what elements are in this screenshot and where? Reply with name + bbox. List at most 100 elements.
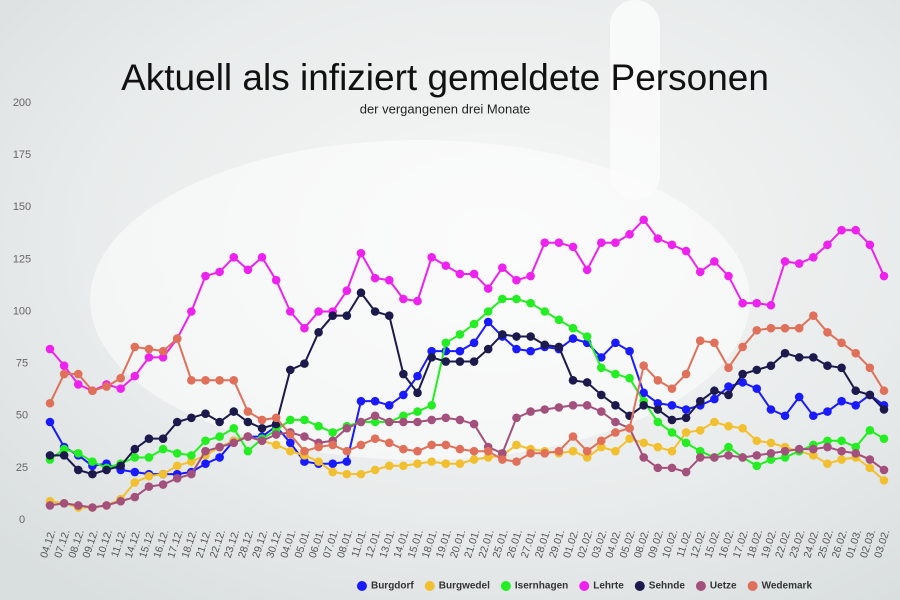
data-point	[172, 474, 182, 483]
data-point	[794, 392, 804, 402]
data-point	[59, 499, 69, 508]
data-point	[823, 459, 832, 469]
data-point	[568, 242, 578, 252]
data-point	[582, 378, 592, 387]
data-point	[441, 261, 451, 270]
data-point	[370, 307, 380, 316]
data-point	[455, 444, 465, 454]
data-point	[695, 453, 705, 462]
data-point	[370, 434, 380, 443]
data-point	[611, 446, 620, 456]
data-point	[271, 430, 281, 439]
data-point	[724, 363, 733, 373]
data-point	[498, 448, 507, 458]
legend: Burgdorf Burgwedel Isernhagen Lehrte Sehnde U…	[356, 581, 812, 592]
data-point	[766, 405, 776, 414]
data-point	[172, 334, 182, 343]
data-point	[356, 417, 366, 427]
data-point	[469, 319, 479, 329]
data-point	[342, 446, 352, 456]
data-point	[653, 398, 663, 408]
data-point	[512, 440, 521, 450]
data-point	[427, 252, 436, 262]
legend-marker	[500, 581, 511, 591]
data-point	[794, 444, 804, 454]
data-point	[809, 444, 818, 454]
data-point	[667, 240, 677, 250]
data-point	[158, 444, 168, 454]
data-point	[766, 438, 776, 448]
data-point	[837, 338, 846, 348]
data-point	[328, 440, 338, 450]
data-point	[526, 298, 535, 308]
data-point	[809, 311, 818, 320]
data-point	[342, 469, 352, 479]
data-point	[582, 446, 592, 456]
data-point	[130, 444, 140, 454]
data-point	[681, 438, 691, 448]
data-point	[596, 353, 606, 362]
data-point	[483, 284, 493, 293]
data-point	[823, 436, 832, 446]
data-point	[441, 459, 451, 469]
data-point	[399, 411, 408, 421]
legend-item: Lehrte	[579, 581, 624, 592]
data-point	[286, 430, 295, 439]
legend-label: Burgdorf	[371, 581, 414, 592]
data-point	[144, 353, 154, 362]
data-point	[766, 361, 776, 371]
data-point	[710, 386, 719, 396]
data-point	[229, 438, 239, 448]
data-point	[399, 369, 408, 379]
data-point	[215, 267, 224, 277]
y-tick-label: 25	[16, 462, 28, 474]
data-point	[879, 271, 889, 281]
data-point	[809, 252, 818, 262]
y-tick-label: 75	[16, 358, 28, 370]
legend-item: Sehnde	[634, 581, 685, 592]
data-point	[342, 286, 352, 295]
data-point	[271, 275, 281, 285]
data-point	[724, 271, 733, 281]
data-point	[158, 353, 168, 362]
data-point	[187, 376, 196, 385]
data-point	[384, 311, 394, 320]
data-point	[356, 288, 366, 298]
data-point	[229, 376, 239, 385]
data-point	[695, 396, 705, 406]
data-point	[512, 332, 521, 341]
chart-title: Aktuell als infiziert gemeldete Personen	[121, 57, 769, 98]
data-point	[413, 407, 422, 416]
data-point	[766, 448, 776, 458]
data-point	[201, 446, 210, 456]
data-point	[596, 407, 606, 416]
data-point	[370, 273, 380, 283]
data-point	[243, 265, 253, 275]
data-point	[738, 423, 747, 433]
data-point	[879, 465, 889, 475]
data-point	[201, 271, 210, 281]
data-point	[45, 344, 55, 354]
data-point	[427, 346, 436, 356]
data-point	[695, 267, 705, 277]
data-point	[286, 307, 295, 316]
y-tick-label: 150	[13, 201, 31, 213]
data-point	[229, 407, 239, 416]
data-point	[851, 401, 861, 410]
data-point	[102, 382, 111, 391]
data-point	[257, 423, 267, 433]
legend-label: Uetze	[710, 581, 737, 592]
data-point	[526, 271, 535, 281]
data-point	[780, 323, 790, 333]
data-point	[144, 434, 154, 443]
data-point	[370, 417, 380, 427]
data-point	[243, 446, 253, 456]
data-point	[823, 407, 832, 416]
data-point	[681, 369, 691, 379]
data-point	[102, 501, 111, 510]
data-point	[554, 342, 564, 352]
data-point	[229, 423, 239, 433]
data-point	[738, 453, 747, 462]
data-point	[639, 388, 648, 398]
data-point	[427, 440, 436, 450]
